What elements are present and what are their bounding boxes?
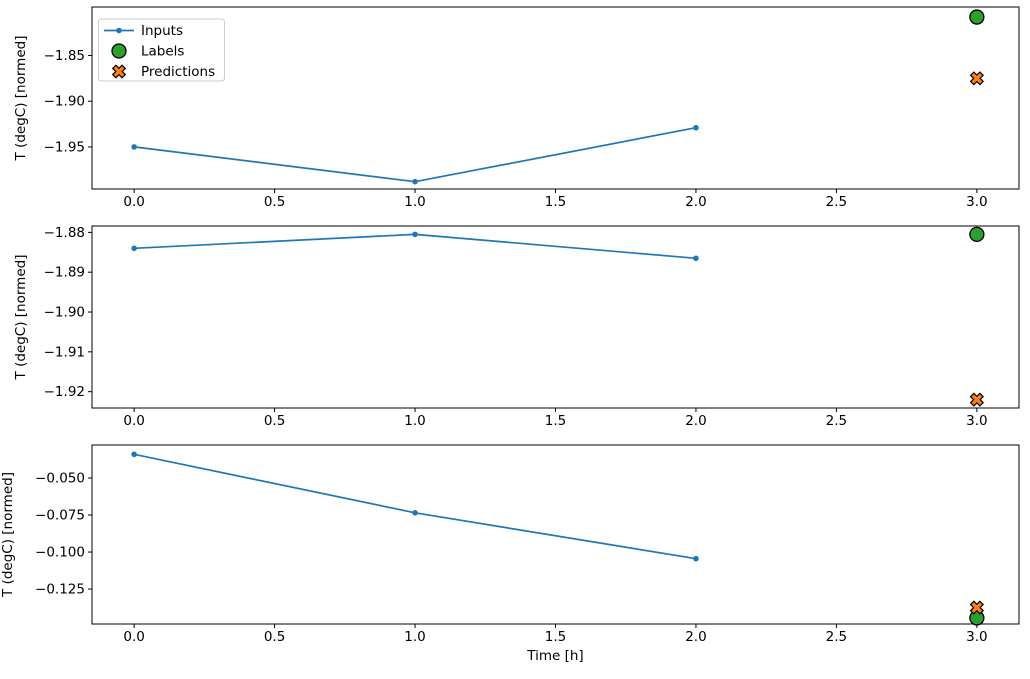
predictions-marker bbox=[969, 392, 985, 407]
inputs-point bbox=[412, 231, 418, 238]
y-axis-label: T (degC) [normed] bbox=[0, 472, 16, 598]
x-tick-label: 2.5 bbox=[826, 629, 847, 645]
y-tick-label: −1.90 bbox=[44, 305, 85, 321]
inputs-point bbox=[412, 510, 418, 516]
x-tick-label: 2.5 bbox=[826, 194, 847, 210]
y-tick-label: −1.85 bbox=[44, 48, 85, 64]
legend-label: Labels bbox=[141, 44, 184, 60]
inputs-point bbox=[693, 555, 699, 562]
legend-entry-labels: Labels bbox=[111, 43, 184, 60]
x-tick-label: 1.0 bbox=[404, 413, 425, 429]
x-tick-label: 0.0 bbox=[123, 629, 144, 645]
x-tick-label: 0.5 bbox=[264, 629, 285, 645]
y-tick-label: −0.125 bbox=[35, 582, 85, 598]
axes-frame bbox=[91, 225, 1020, 409]
inputs-point bbox=[131, 451, 137, 458]
x-tick-label: 1.0 bbox=[404, 629, 425, 645]
x-tick-label: 1.5 bbox=[545, 194, 566, 210]
labels-marker bbox=[969, 9, 985, 25]
x-tick-label: 1.5 bbox=[545, 413, 566, 429]
y-tick-label: −1.88 bbox=[44, 225, 85, 241]
x-tick-label: 3.0 bbox=[966, 194, 987, 210]
legend-predictions-sample bbox=[111, 64, 127, 79]
labels-marker bbox=[969, 226, 985, 243]
y-tick-label: −1.92 bbox=[44, 384, 85, 400]
predictions-marker bbox=[969, 600, 985, 615]
subplot-2: 0.0 0.5 1.0 1.5 2.0 2.5 3.0 −1.88 −1.89 −1.90 −1.9… bbox=[13, 225, 1020, 429]
x-tick-label: 1.0 bbox=[404, 194, 425, 210]
x-tick-label: 2.0 bbox=[685, 194, 706, 210]
axes-frame bbox=[91, 444, 1020, 625]
x-tick-label: 3.0 bbox=[966, 413, 987, 429]
legend-entry-inputs: Inputs bbox=[104, 23, 183, 39]
inputs-point bbox=[131, 144, 137, 150]
x-tick-label: 0.5 bbox=[264, 413, 285, 429]
x-tick-label: 2.0 bbox=[685, 413, 706, 429]
legend: Inputs Labels Predictions bbox=[98, 18, 225, 82]
inputs-point bbox=[131, 245, 137, 252]
labels-marker bbox=[969, 610, 985, 626]
y-tick-label: −1.90 bbox=[44, 94, 85, 110]
y-tick-label: −1.95 bbox=[44, 139, 85, 155]
y-axis-label: T (degC) [normed] bbox=[13, 255, 29, 381]
x-tick-label: 0.0 bbox=[123, 194, 144, 210]
legend-labels-sample bbox=[111, 43, 127, 59]
y-axis-label: T (degC) [normed] bbox=[13, 36, 29, 162]
legend-label: Inputs bbox=[141, 23, 183, 39]
subplot-1: 0.0 0.5 1.0 1.5 2.0 2.5 3.0 −1.85 −1.90 −1.95 T (d… bbox=[13, 6, 1020, 210]
y-tick-label: −1.91 bbox=[44, 344, 85, 360]
x-tick-label: 3.0 bbox=[966, 629, 987, 645]
x-tick-label: 2.0 bbox=[685, 629, 706, 645]
inputs-point bbox=[412, 178, 418, 185]
x-tick-label: 2.5 bbox=[826, 413, 847, 429]
inputs-point bbox=[693, 124, 699, 131]
legend-entry-predictions: Predictions bbox=[111, 64, 215, 80]
x-axis-label: Time [h] bbox=[526, 648, 583, 664]
legend-label: Predictions bbox=[141, 64, 215, 80]
x-tick-label: 0.5 bbox=[264, 194, 285, 210]
inputs-point bbox=[693, 255, 699, 262]
y-tick-label: −0.100 bbox=[35, 545, 85, 561]
y-tick-label: −0.075 bbox=[35, 508, 85, 524]
x-tick-label: 0.0 bbox=[123, 413, 144, 429]
subplot-3: 0.0 0.5 1.0 1.5 2.0 2.5 3.0 −0.050 −0.075 −0.100 −… bbox=[0, 444, 1020, 664]
predictions-marker bbox=[969, 71, 985, 86]
y-tick-label: −0.050 bbox=[35, 471, 85, 487]
axes-frame bbox=[91, 6, 1020, 190]
x-tick-label: 1.5 bbox=[545, 629, 566, 645]
legend-box bbox=[98, 18, 225, 82]
legend-inputs-dot bbox=[116, 27, 122, 34]
y-tick-label: −1.89 bbox=[44, 265, 85, 281]
